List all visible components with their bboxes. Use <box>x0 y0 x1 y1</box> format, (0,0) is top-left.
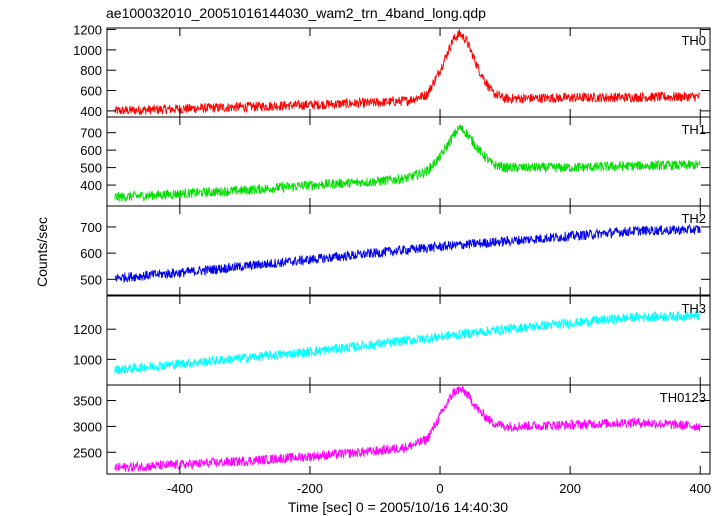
x-axis-label: Time [sec] 0 = 2005/10/16 14:40:30 <box>288 499 508 515</box>
x-tick-label: -400 <box>167 481 193 496</box>
y-tick-label: 400 <box>80 178 102 193</box>
y-axis-label: Counts/sec <box>34 217 50 287</box>
series-line-th1 <box>114 124 701 202</box>
panel-label-th3: TH3 <box>681 301 706 316</box>
panel-frame <box>106 295 711 386</box>
y-tick-label: 600 <box>80 84 102 99</box>
panel-frame <box>106 384 711 475</box>
y-tick-label: 800 <box>80 63 102 78</box>
series-line-th0 <box>114 29 701 115</box>
panel-th0: 400 600 800 1000 1200 TH0 <box>73 23 711 119</box>
y-tick-label: 3500 <box>73 394 102 409</box>
series-line-th3 <box>114 310 701 375</box>
panel-th0123: 2500 3000 3500 TH0123 <box>73 384 711 475</box>
series-line-th2 <box>114 223 701 284</box>
y-tick-label: 1000 <box>73 352 102 367</box>
series-line-th0123 <box>114 385 701 473</box>
y-tick-label: 600 <box>80 246 102 261</box>
y-tick-label: 1200 <box>73 322 102 337</box>
y-tick-label: 3000 <box>73 419 102 434</box>
x-tick-label: 0 <box>436 481 443 496</box>
x-tick-label: -200 <box>297 481 323 496</box>
y-tick-label: 700 <box>80 220 102 235</box>
x-tick-label: 400 <box>689 481 711 496</box>
panel-th1: 400 500 600 700 TH1 <box>80 116 711 207</box>
y-tick-label: 500 <box>80 272 102 287</box>
panel-label-th2: TH2 <box>681 211 706 226</box>
panels: 400 600 800 1000 1200 TH0 400 500 600 700 TH1 500 60… <box>73 23 711 475</box>
y-tick-label: 1200 <box>73 23 102 38</box>
y-tick-label: 1000 <box>73 43 102 58</box>
panel-th2: 500 600 700 TH2 <box>80 205 711 296</box>
y-tick-label: 700 <box>80 126 102 141</box>
chart-title: ae100032010_20051016144030_wam2_trn_4ban… <box>106 5 486 21</box>
panel-th3: 1000 1200 TH3 <box>73 295 711 386</box>
panel-frame <box>106 205 711 296</box>
panel-label-th1: TH1 <box>681 122 706 137</box>
y-tick-label: 2500 <box>73 445 102 460</box>
panel-label-th0: TH0 <box>681 33 706 48</box>
x-tick-label: 200 <box>559 481 581 496</box>
y-tick-label: 500 <box>80 161 102 176</box>
y-tick-label: 400 <box>80 104 102 119</box>
x-axis: -400 -200 0 200 400 <box>167 481 711 496</box>
y-tick-label: 600 <box>80 143 102 158</box>
panel-label-th0123: TH0123 <box>660 390 706 405</box>
